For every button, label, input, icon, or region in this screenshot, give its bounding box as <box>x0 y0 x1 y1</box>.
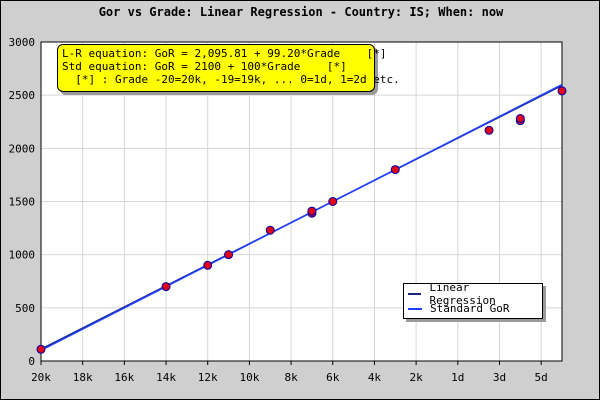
legend: Linear Regression Standard GoR <box>403 281 543 319</box>
plot-border <box>40 41 563 362</box>
y-tick-label: 1500 <box>9 196 36 209</box>
x-tick-label: 10k <box>239 371 259 384</box>
data-point <box>265 225 275 235</box>
x-tick-label: 12k <box>198 371 218 384</box>
data-point <box>484 125 494 135</box>
grade-note: [*] : Grade -20=20k, -19=19k, ... 0=1d, … <box>62 73 400 86</box>
x-tick-label: 14k <box>156 371 176 384</box>
y-tick-label: 2500 <box>9 89 36 102</box>
x-tick-label: 16k <box>114 371 134 384</box>
data-point <box>224 250 234 260</box>
y-tick-label: 3000 <box>9 36 36 49</box>
data-point <box>328 197 338 206</box>
x-tick-label: 20k <box>31 371 51 384</box>
x-tick-label: 18k <box>73 371 93 384</box>
equation-box: L-R equation: GoR = 2,095.81 + 99.20*Gra… <box>57 44 400 92</box>
data-point <box>390 165 400 175</box>
legend-swatch-linear-regression <box>408 292 422 295</box>
series-line-standard-gor <box>40 83 563 352</box>
std-equation: Std equation: GoR = 2100 + 100*Grade [*] <box>62 60 347 73</box>
data-point <box>515 114 525 124</box>
legend-swatch-standard-gor <box>408 307 422 310</box>
legend-label-standard-gor: Standard GoR <box>430 302 510 315</box>
y-tick-label: 0 <box>28 355 35 368</box>
legend-label-linear-regression: Linear Regression <box>429 280 496 307</box>
y-tick-label: 2000 <box>9 142 36 155</box>
x-tick-label: 6k <box>326 371 340 384</box>
legend-item-linear-regression: Linear Regression <box>408 281 538 307</box>
x-tick-label: 2k <box>409 371 423 384</box>
data-point <box>161 282 171 292</box>
data-point <box>203 260 213 270</box>
data-point <box>557 86 567 96</box>
x-tick-label: 5d <box>535 371 548 384</box>
x-tick-label: 1d <box>451 371 464 384</box>
data-point <box>36 344 46 354</box>
y-tick-label: 500 <box>15 302 35 315</box>
x-tick-label: 8k <box>284 371 298 384</box>
x-tick-label: 4k <box>368 371 382 384</box>
data-point <box>307 206 317 216</box>
chart-title: Gor vs Grade: Linear Regression - Countr… <box>98 5 504 19</box>
legend-item-standard-gor: Standard GoR <box>408 301 538 316</box>
y-tick-label: 1000 <box>9 249 36 262</box>
lr-equation: L-R equation: GoR = 2,095.81 + 99.20*Gra… <box>62 47 387 60</box>
x-tick-label: 3d <box>493 371 506 384</box>
